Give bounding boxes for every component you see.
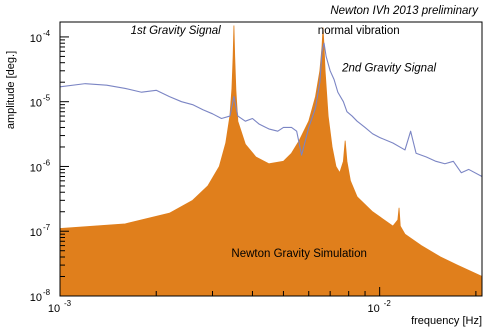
y-tick-exponent: -4: [43, 29, 51, 38]
annotation-1st-gravity-signal: 1st Gravity Signal: [131, 25, 222, 37]
y-tick-exponent: -5: [43, 94, 51, 103]
y-tick-label: 10: [30, 227, 42, 239]
chart-title: Newton IVh 2013 preliminary: [330, 5, 479, 17]
chart-text: Newton IVh 2013 preliminary frequency [H…: [5, 5, 482, 327]
x-tick-exponent: -3: [64, 299, 72, 308]
annotation-2nd-gravity-signal: 2nd Gravity Signal: [341, 63, 436, 75]
x-axis-label: frequency [Hz]: [411, 315, 482, 327]
axis-ticks: [59, 36, 477, 297]
y-axis-label: amplitude [deg.]: [5, 51, 17, 129]
y-tick-exponent: -7: [43, 223, 51, 232]
x-tick-label: 10: [48, 303, 60, 315]
y-tick-exponent: -8: [43, 288, 51, 297]
plot-frame: [59, 21, 483, 297]
plot-border: [59, 21, 483, 297]
annotation-newton-gravity-simulation: Newton Gravity Simulation: [231, 248, 367, 260]
series-layer: [60, 25, 482, 296]
y-tick-label: 10: [30, 162, 42, 174]
x-tick-exponent: -2: [384, 299, 392, 308]
y-tick-label: 10: [30, 292, 42, 304]
series-line-normal-vibration: [60, 42, 482, 177]
y-tick-label: 10: [30, 33, 42, 45]
annotation-normal-vibration: normal vibration: [318, 25, 400, 37]
x-tick-label: 10: [368, 303, 380, 315]
y-tick-label: 10: [30, 98, 42, 110]
y-tick-exponent: -6: [43, 158, 51, 167]
